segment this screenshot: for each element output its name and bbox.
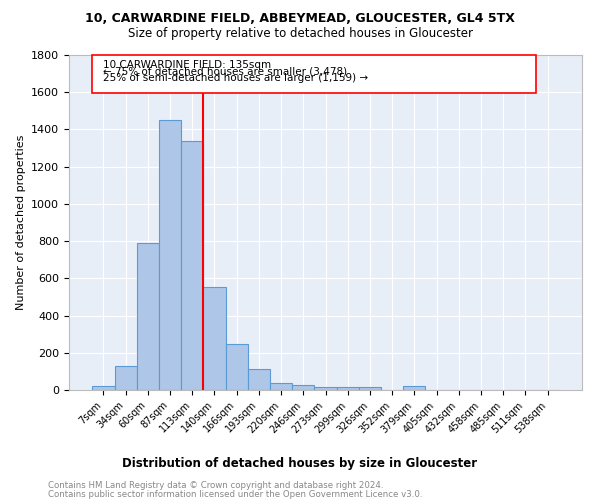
Text: ← 75% of detached houses are smaller (3,478): ← 75% of detached houses are smaller (3,… [103, 66, 347, 76]
Bar [292, 386, 314, 390]
Y-axis label: Number of detached properties: Number of detached properties [16, 135, 26, 310]
Text: Distribution of detached houses by size in Gloucester: Distribution of detached houses by size … [122, 458, 478, 470]
Bar [403, 386, 425, 390]
Bar [137, 243, 159, 390]
Text: 10, CARWARDINE FIELD, ABBEYMEAD, GLOUCESTER, GL4 5TX: 10, CARWARDINE FIELD, ABBEYMEAD, GLOUCES… [85, 12, 515, 26]
FancyBboxPatch shape [92, 55, 536, 93]
Bar [337, 387, 359, 390]
Bar [270, 384, 292, 390]
Text: 25% of semi-detached houses are larger (1,159) →: 25% of semi-detached houses are larger (… [103, 72, 368, 83]
Bar [92, 386, 115, 390]
Bar [159, 120, 181, 390]
Bar [359, 387, 381, 390]
Text: 10 CARWARDINE FIELD: 135sqm: 10 CARWARDINE FIELD: 135sqm [103, 60, 272, 70]
Text: Size of property relative to detached houses in Gloucester: Size of property relative to detached ho… [128, 28, 473, 40]
Text: Contains HM Land Registry data © Crown copyright and database right 2024.: Contains HM Land Registry data © Crown c… [48, 481, 383, 490]
Bar [248, 368, 270, 390]
Bar [314, 387, 337, 390]
Text: Contains public sector information licensed under the Open Government Licence v3: Contains public sector information licen… [48, 490, 422, 499]
Bar [226, 344, 248, 390]
Bar [203, 286, 226, 390]
Bar [115, 366, 137, 390]
Bar [181, 140, 203, 390]
